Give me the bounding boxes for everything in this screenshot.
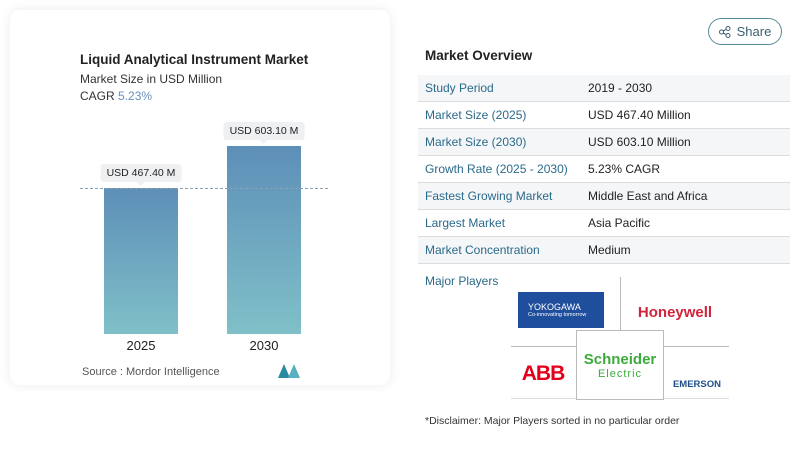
data-label: USD 467.40 M xyxy=(100,164,182,187)
row-key: Market Concentration xyxy=(425,243,540,257)
row-value: Middle East and Africa xyxy=(588,189,708,203)
row-key: Study Period xyxy=(425,81,494,95)
bar-2030 xyxy=(227,146,301,334)
share-button[interactable]: Share xyxy=(708,18,782,45)
share-label: Share xyxy=(736,24,772,39)
x-tick-label: 2030 xyxy=(249,338,279,353)
schneider-logo: Schneider Electric xyxy=(576,330,664,400)
row-value: USD 603.10 Million xyxy=(588,135,691,149)
players-grid: YOKOGAWA Co-innovating tomorrow Honeywel… xyxy=(511,277,729,400)
row-key: Growth Rate (2025 - 2030) xyxy=(425,162,568,176)
share-icon xyxy=(718,25,731,38)
overview-row: Growth Rate (2025 - 2030) 5.23% CAGR xyxy=(418,156,790,183)
emerson-logo: EMERSON xyxy=(666,362,728,390)
row-value: USD 467.40 Million xyxy=(588,108,691,122)
data-label: USD 603.10 M xyxy=(223,122,305,144)
honeywell-logo: Honeywell xyxy=(623,297,727,327)
schneider-name: Schneider xyxy=(583,350,657,368)
yokogawa-logo: YOKOGAWA Co-innovating tomorrow xyxy=(518,292,604,328)
overview-row: Study Period 2019 - 2030 xyxy=(418,75,790,102)
row-key: Market Size (2025) xyxy=(425,108,527,122)
chart-title: Liquid Analytical Instrument Market xyxy=(80,52,309,67)
row-value: Medium xyxy=(588,243,631,257)
chart-card xyxy=(10,10,390,385)
row-value: 2019 - 2030 xyxy=(588,81,653,95)
overview-row: Market Size (2025) USD 467.40 Million xyxy=(418,102,790,129)
row-value: Asia Pacific xyxy=(588,216,651,230)
row-key: Largest Market xyxy=(425,216,506,230)
cagr: CAGR 5.23% xyxy=(80,89,152,103)
overview-row: Market Concentration Medium xyxy=(418,237,790,264)
row-key: Market Size (2030) xyxy=(425,135,527,149)
source: Source : Mordor Intelligence xyxy=(82,366,220,378)
cagr-label: CAGR xyxy=(80,89,115,103)
row-key: Fastest Growing Market xyxy=(425,189,553,203)
mordor-logo-icon xyxy=(278,364,300,378)
overview-row: Largest Market Asia Pacific xyxy=(418,210,790,237)
disclaimer: *Disclaimer: Major Players sorted in no … xyxy=(425,415,680,427)
yokogawa-name: YOKOGAWA xyxy=(528,302,581,312)
schneider-electric: Electric xyxy=(597,367,643,380)
overview-row: Market Size (2030) USD 603.10 Million xyxy=(418,129,790,156)
overview-row: Fastest Growing Market Middle East and Af… xyxy=(418,183,790,210)
major-players-label: Major Players xyxy=(425,274,499,288)
cagr-value: 5.23% xyxy=(118,89,153,103)
row-value: 5.23% CAGR xyxy=(588,162,661,176)
x-tick-label: 2025 xyxy=(126,338,156,353)
overview-title: Market Overview xyxy=(425,48,533,63)
bar-2025 xyxy=(104,188,178,334)
reference-line xyxy=(80,188,328,189)
abb-logo: ABB xyxy=(513,359,573,389)
chart-subtitle: Market Size in USD Million xyxy=(80,72,223,86)
yokogawa-tag: Co-innovating tomorrow xyxy=(528,312,587,318)
